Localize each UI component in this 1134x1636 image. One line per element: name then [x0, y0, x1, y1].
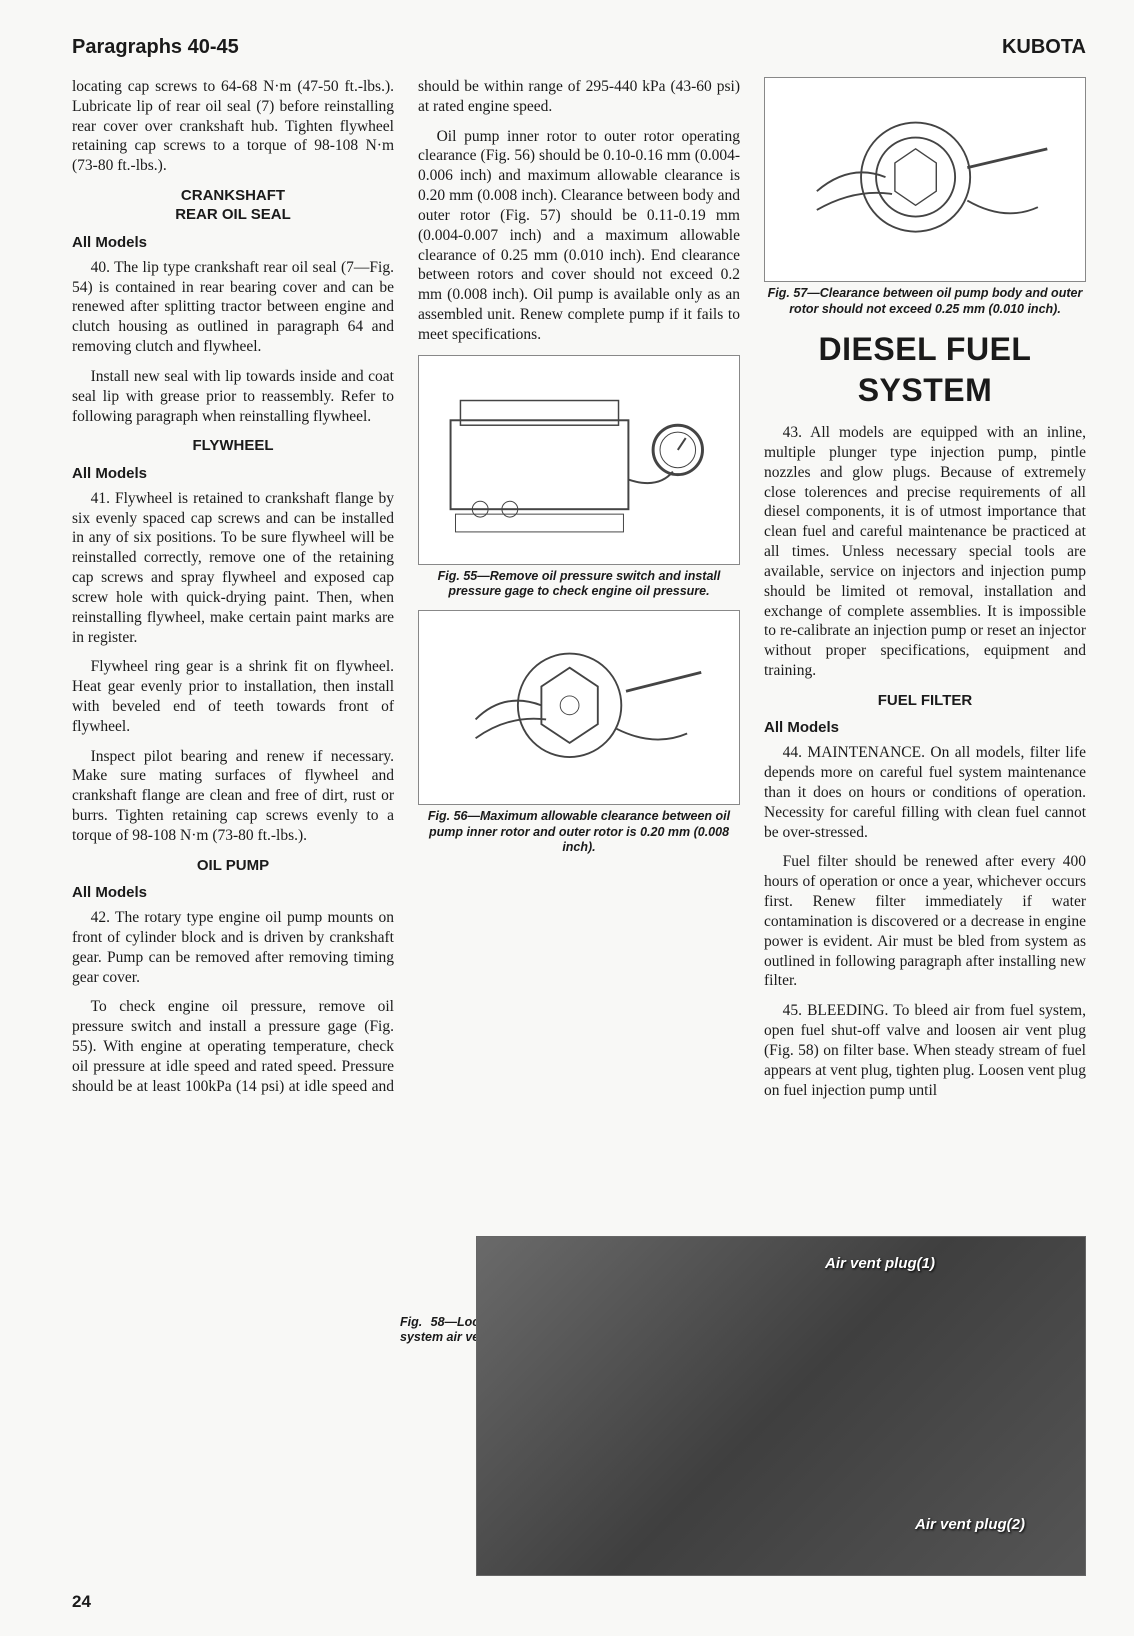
oilpump-heading: OIL PUMP: [72, 856, 394, 875]
crankshaft-h2: REAR OIL SEAL: [175, 206, 291, 223]
figure-57: Fig. 57—Clearance between oil pump body …: [764, 77, 1086, 317]
hands-rotor-icon: [427, 616, 731, 799]
figure-58-photo: Air vent plug(1) Air vent plug(2): [476, 1236, 1086, 1576]
page-header: Paragraphs 40-45 KUBOTA: [72, 36, 1086, 59]
para-40: 40. The lip type crankshaft rear oil sea…: [72, 258, 394, 357]
para-43: 43. All models are equipped with an inli…: [764, 423, 1086, 681]
figure-56: Fig. 56—Maximum allowable clearance betw…: [418, 610, 740, 856]
para-44: 44. MAINTENANCE. On all models, filter l…: [764, 743, 1086, 842]
figure-57-caption: Fig. 57—Clearance between oil pump body …: [764, 286, 1086, 317]
body-columns: locating cap screws to 64-68 N·m (47-50 …: [72, 77, 1086, 1100]
figure-55: Fig. 55—Remove oil pressure switch and i…: [418, 355, 740, 600]
hands-body-icon: [773, 83, 1077, 276]
engine-diagram-icon: [427, 361, 731, 559]
page-number: 24: [72, 1592, 91, 1612]
para-40b: Install new seal with lip towards inside…: [72, 367, 394, 426]
intro-para: locating cap screws to 64-68 N·m (47-50 …: [72, 77, 394, 176]
figure-56-caption: Fig. 56—Maximum allowable clearance betw…: [418, 809, 740, 856]
para-44b: Fuel filter should be renewed after ever…: [764, 852, 1086, 991]
para-41: 41. Flywheel is retained to crankshaft f…: [72, 489, 394, 648]
diesel-heading: DIESEL FUEL SYSTEM: [764, 329, 1086, 411]
crankshaft-h1: CRANKSHAFT: [181, 187, 285, 204]
all-models-2: All Models: [72, 464, 394, 483]
figure-55-image: [418, 355, 740, 565]
figure-55-caption: Fig. 55—Remove oil pressure switch and i…: [418, 569, 740, 600]
fuelfilter-heading: FUEL FILTER: [764, 691, 1086, 710]
flywheel-heading: FLYWHEEL: [72, 436, 394, 455]
figure-58: Air vent plug(1) Air vent plug(2): [476, 1236, 1086, 1576]
header-right: KUBOTA: [1002, 36, 1086, 59]
vent-plug-1-label: Air vent plug(1): [825, 1255, 935, 1272]
crankshaft-heading: CRANKSHAFT REAR OIL SEAL: [72, 186, 394, 224]
figure-56-image: [418, 610, 740, 805]
all-models-1: All Models: [72, 233, 394, 252]
para-45: 45. BLEEDING. To bleed air from fuel sys…: [764, 1001, 1086, 1100]
figure-57-image: [764, 77, 1086, 282]
para-42: 42. The rotary type engine oil pump moun…: [72, 908, 394, 987]
all-models-3: All Models: [72, 883, 394, 902]
header-left: Paragraphs 40-45: [72, 36, 239, 59]
para-42c: Oil pump inner rotor to outer rotor oper…: [418, 127, 740, 345]
vent-plug-2-label: Air vent plug(2): [915, 1516, 1025, 1533]
all-models-4: All Models: [764, 718, 1086, 737]
para-41c: Inspect pilot bearing and renew if neces…: [72, 747, 394, 846]
para-41b: Flywheel ring gear is a shrink fit on fl…: [72, 657, 394, 736]
